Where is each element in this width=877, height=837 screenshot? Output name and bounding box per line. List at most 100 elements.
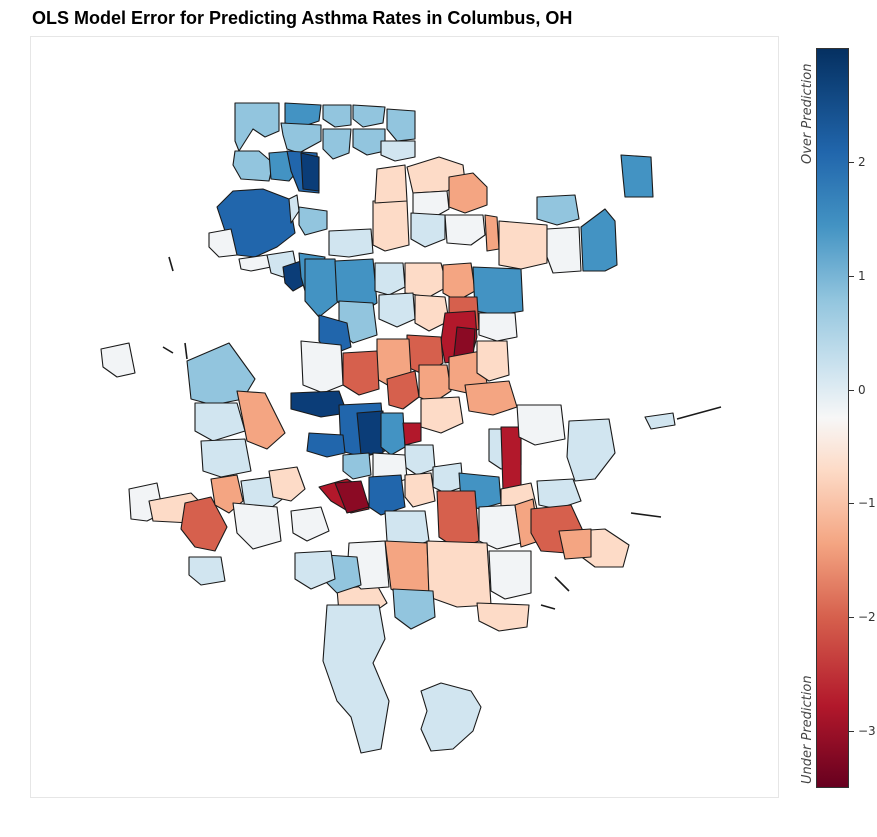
census-tract	[546, 226, 582, 274]
census-tract	[306, 432, 346, 458]
census-tract	[290, 390, 348, 418]
over-prediction-label: Over Prediction	[800, 63, 815, 165]
census-tract	[410, 212, 446, 248]
census-tract	[180, 496, 228, 552]
census-tract	[342, 350, 380, 396]
census-tract	[374, 164, 408, 204]
census-tract	[374, 262, 406, 296]
census-tract	[476, 602, 530, 632]
colorbar-tick-mark	[849, 389, 854, 391]
census-tract	[516, 404, 566, 446]
census-tract	[288, 194, 300, 224]
map-panel	[30, 36, 779, 798]
census-tract	[412, 190, 450, 220]
census-tract	[328, 228, 374, 258]
choropleth-map	[100, 102, 722, 754]
census-tract	[356, 410, 384, 456]
colorbar-tick-label: −2	[858, 610, 876, 625]
census-tract	[472, 266, 524, 316]
tract-fragment	[554, 576, 570, 592]
census-tract	[300, 340, 344, 394]
census-tract	[620, 154, 654, 198]
tract-fragment	[630, 512, 662, 518]
census-tract	[436, 490, 480, 550]
colorbar-tick-mark	[849, 275, 854, 277]
census-tract	[402, 422, 422, 446]
census-tract	[200, 438, 252, 478]
census-tract	[304, 258, 340, 318]
tract-fragment	[540, 604, 556, 610]
census-tract	[290, 506, 330, 542]
census-tract	[232, 150, 274, 182]
census-tract	[298, 206, 328, 236]
census-tract	[100, 342, 136, 378]
census-tract	[404, 262, 448, 298]
census-tract	[384, 540, 430, 598]
colorbar-gradient	[816, 48, 849, 788]
tract-fragment	[676, 406, 722, 420]
census-tract	[232, 502, 282, 550]
census-tract	[294, 550, 336, 590]
census-tract	[500, 426, 522, 492]
census-tract	[322, 128, 352, 160]
census-tract	[414, 294, 450, 332]
census-tract	[478, 504, 522, 550]
colorbar-tick-label: −1	[858, 496, 876, 511]
census-tract	[418, 364, 452, 404]
colorbar-tick-label: 0	[858, 382, 866, 397]
census-tract	[644, 412, 676, 430]
census-tract	[322, 104, 352, 128]
census-tract	[476, 340, 510, 382]
census-tract	[334, 480, 370, 514]
census-tract	[488, 550, 532, 600]
census-tract	[498, 220, 548, 270]
census-tract	[404, 472, 436, 508]
census-tract	[236, 390, 286, 450]
census-tract	[188, 556, 226, 586]
census-tract	[558, 528, 592, 560]
census-tract	[580, 208, 618, 272]
census-tract	[484, 214, 500, 252]
colorbar-tick-mark	[849, 731, 854, 733]
census-tract	[380, 140, 416, 162]
census-tract	[448, 172, 488, 214]
census-tract	[386, 370, 420, 410]
colorbar-tick-label: 1	[858, 268, 866, 283]
under-prediction-label: Under Prediction	[800, 675, 815, 784]
map-title: OLS Model Error for Predicting Asthma Ra…	[32, 8, 573, 28]
census-tract	[300, 152, 320, 192]
census-tract	[194, 402, 246, 442]
census-tract	[208, 228, 238, 258]
census-tract	[280, 122, 322, 154]
census-tract	[536, 478, 582, 510]
tract-fragment	[184, 342, 188, 360]
census-tract	[442, 262, 476, 302]
colorbar-tick-mark	[849, 617, 854, 619]
census-tract	[432, 462, 464, 494]
census-tract	[566, 418, 616, 482]
census-tract	[352, 104, 386, 128]
tract-fragment	[162, 346, 174, 354]
census-tract	[536, 194, 580, 226]
census-tract	[426, 540, 492, 608]
census-tract	[386, 108, 416, 142]
census-tract	[234, 102, 280, 152]
colorbar-tick-label: −3	[858, 724, 876, 739]
census-tract	[322, 604, 390, 754]
census-tract	[444, 214, 486, 246]
census-tract	[420, 396, 464, 434]
census-tract	[352, 128, 386, 156]
census-tract	[392, 588, 436, 630]
colorbar-tick-mark	[849, 161, 854, 163]
census-tract	[378, 292, 416, 328]
census-tract	[464, 380, 518, 416]
census-tract	[268, 466, 306, 502]
tract-fragment	[168, 256, 174, 272]
census-tract	[342, 452, 372, 480]
census-tract	[404, 444, 436, 476]
census-tract	[238, 254, 272, 272]
colorbar-tick-label: 2	[858, 154, 866, 169]
census-tract	[380, 412, 406, 456]
colorbar-tick-mark	[849, 503, 854, 505]
census-tract	[420, 682, 482, 752]
